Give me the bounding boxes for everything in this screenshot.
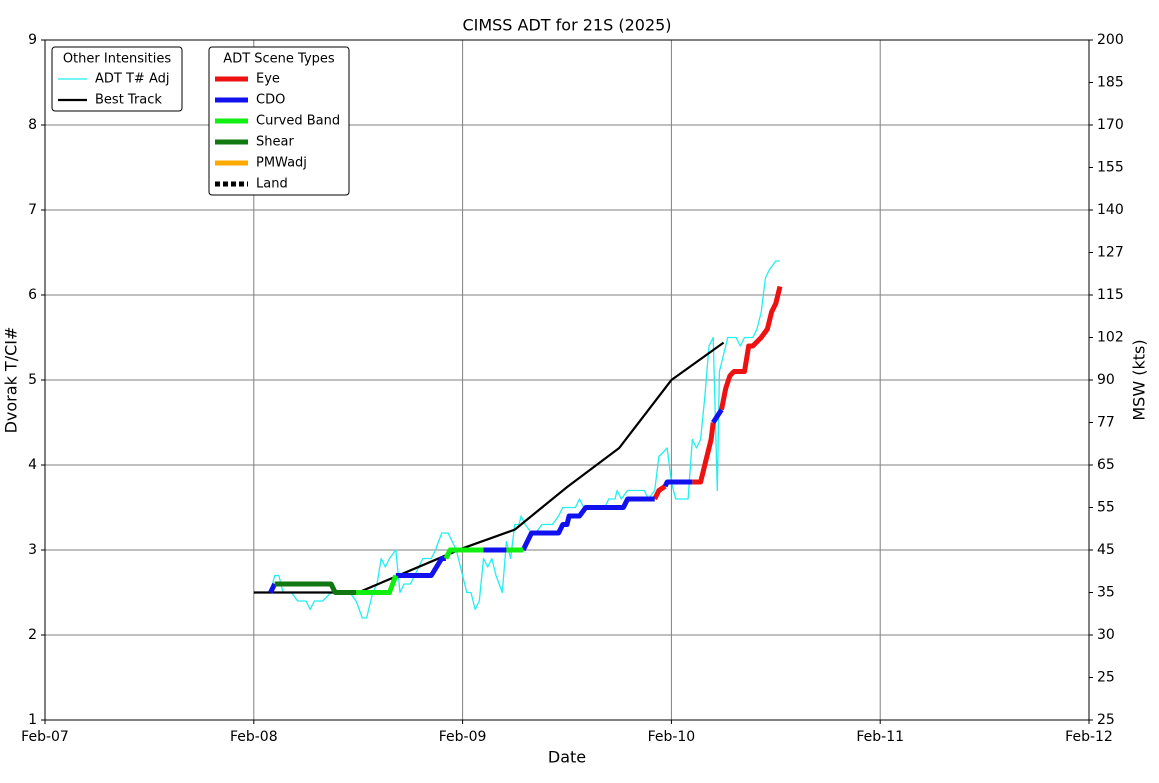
y2-tick-label: 155 — [1097, 160, 1124, 176]
x-tick-label: Feb-12 — [1065, 729, 1113, 745]
series-line — [268, 408, 724, 594]
x-tick-label: Feb-08 — [230, 729, 278, 745]
series-line — [274, 581, 357, 595]
legend-label: Shear — [256, 135, 294, 150]
y-tick-label: 3 — [28, 542, 37, 558]
y2-tick-label: 77 — [1097, 415, 1115, 431]
legend-box — [208, 46, 350, 196]
y2-tick-label: 25 — [1097, 670, 1115, 686]
chart-title: CIMSS ADT for 21S (2025) — [462, 16, 671, 35]
legend-label: Land — [256, 177, 288, 192]
legend-label: Curved Band — [256, 114, 340, 129]
y-tick-label: 7 — [28, 202, 37, 218]
y2-tick-label: 30 — [1097, 627, 1115, 643]
plot-frame — [44, 39, 1090, 721]
x-tick-label: Feb-07 — [21, 729, 69, 745]
legend-label: CDO — [256, 93, 285, 108]
y2-tick-label: 115 — [1097, 287, 1124, 303]
legend-title: Other Intensities — [63, 52, 172, 67]
legend-box — [51, 46, 183, 112]
x-axis-label: Date — [548, 748, 586, 767]
series-line — [356, 547, 524, 595]
legend-label: PMWadj — [256, 156, 307, 171]
y2-tick-label: 200 — [1097, 32, 1124, 48]
legend-label: Eye — [256, 72, 280, 87]
y2-tick-label: 140 — [1097, 202, 1124, 218]
x-tick-label: Feb-11 — [856, 729, 904, 745]
y2-tick-label: 65 — [1097, 457, 1115, 473]
y-tick-label: 4 — [28, 457, 37, 473]
x-tick-label: Feb-09 — [439, 729, 487, 745]
series-line — [253, 341, 725, 594]
y2-tick-label: 127 — [1097, 245, 1124, 261]
series-line — [652, 285, 783, 501]
legend-label: Best Track — [95, 93, 162, 108]
y2-tick-label: 55 — [1097, 500, 1115, 516]
y2-tick-label: 102 — [1097, 330, 1124, 346]
y-axis-label: Dvorak T/CI# — [2, 327, 21, 434]
y-tick-label: 6 — [28, 287, 37, 303]
y2-axis-label: MSW (kts) — [1130, 339, 1149, 420]
y-tick-label: 2 — [28, 627, 37, 643]
y-tick-label: 5 — [28, 372, 37, 388]
x-tick-label: Feb-10 — [648, 729, 696, 745]
y-tick-label: 9 — [28, 32, 37, 48]
y2-tick-label: 90 — [1097, 372, 1115, 388]
y-tick-label: 1 — [28, 712, 37, 728]
y2-tick-label: 35 — [1097, 585, 1115, 601]
y2-tick-label: 170 — [1097, 117, 1124, 133]
y2-tick-label: 45 — [1097, 542, 1115, 558]
series-line — [269, 260, 780, 619]
legend-label: ADT T# Adj — [95, 72, 169, 87]
y2-tick-label: 185 — [1097, 75, 1124, 91]
legend-title: ADT Scene Types — [223, 52, 335, 67]
y2-tick-label: 25 — [1097, 712, 1115, 728]
y-tick-label: 8 — [28, 117, 37, 133]
